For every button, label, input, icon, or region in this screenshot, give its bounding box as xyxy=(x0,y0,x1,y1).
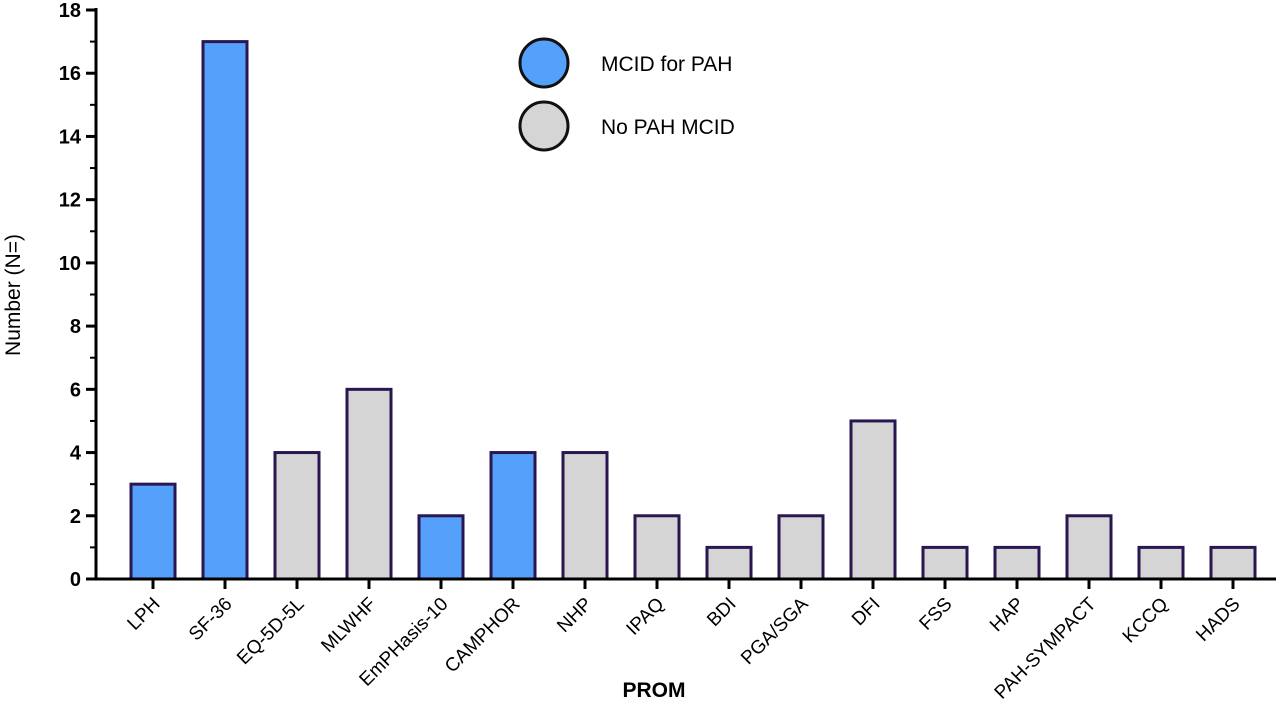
y-tick-label: 12 xyxy=(59,190,81,212)
bar-hads xyxy=(1209,545,1257,581)
bar-dfi xyxy=(849,419,897,581)
y-tick-label: 4 xyxy=(70,443,82,465)
x-tick-label: IPAQ xyxy=(623,594,669,640)
bar-fss xyxy=(921,545,969,581)
x-tick-label: NHP xyxy=(553,594,596,637)
bar-sf-36 xyxy=(201,40,249,581)
x-tick-label: DFI xyxy=(848,594,884,630)
x-tick-label: HAP xyxy=(986,594,1028,636)
bar-bdi xyxy=(705,545,753,581)
bar-eq-5d-5l xyxy=(273,451,321,581)
bar-hap xyxy=(993,545,1041,581)
y-axis-title: Number (N=) xyxy=(2,234,25,356)
x-tick-label: BDI xyxy=(703,594,740,631)
y-tick-label: 8 xyxy=(70,316,81,338)
y-tick-label: 18 xyxy=(59,0,81,22)
bar-kccq xyxy=(1137,545,1185,581)
bar-nhp xyxy=(561,451,609,581)
bars-group xyxy=(129,40,1257,581)
x-tick-label: HADS xyxy=(1192,594,1244,646)
y-axis: 0 2 4 6 8 10 12 14 16 18 xyxy=(59,0,98,591)
bar-mlwhf xyxy=(345,387,393,581)
bar-pga-sga xyxy=(777,514,825,581)
legend: MCID for PAH No PAH MCID xyxy=(518,37,735,152)
y-tick-label: 2 xyxy=(70,506,81,528)
bar-emphasis-10 xyxy=(417,514,465,581)
y-tick-label: 10 xyxy=(59,253,81,275)
legend-label-no: No PAH MCID xyxy=(601,116,735,139)
bar-pah-sympact xyxy=(1065,514,1113,581)
bar-ipaq xyxy=(633,514,681,581)
x-tick-label: CAMPHOR xyxy=(441,594,525,678)
x-tick-label: EQ-5D-5L xyxy=(233,594,308,669)
bar-lph xyxy=(129,482,177,581)
x-tick-label: FSS xyxy=(916,594,957,635)
x-tick-label: MLWHF xyxy=(317,594,380,657)
y-tick-label: 16 xyxy=(59,63,81,85)
legend-swatch-mcid xyxy=(518,37,570,89)
x-tick-label: KCCQ xyxy=(1119,594,1173,648)
legend-label-mcid: MCID for PAH xyxy=(601,53,732,76)
x-tick-label: PGA/SGA xyxy=(737,593,813,669)
y-tick-label: 0 xyxy=(70,569,81,591)
x-axis-title: PROM xyxy=(623,679,686,702)
y-tick-label: 6 xyxy=(70,379,81,401)
legend-swatch-no xyxy=(518,100,570,152)
y-tick-label: 14 xyxy=(59,126,82,148)
bar-camphor xyxy=(489,451,537,581)
x-tick-label: SF-36 xyxy=(185,594,236,645)
x-tick-label: LPH xyxy=(124,594,165,635)
